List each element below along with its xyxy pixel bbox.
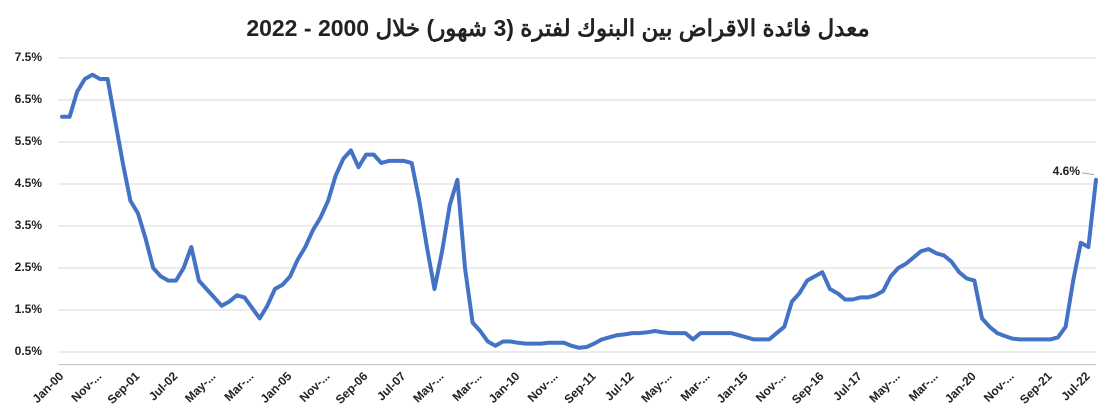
y-tick-label: 2.5% bbox=[15, 260, 43, 274]
y-tick-label: 7.5% bbox=[15, 50, 43, 64]
label-leader bbox=[1081, 172, 1095, 176]
y-tick-label: 5.5% bbox=[15, 134, 43, 148]
chart-title: معدل فائدة الاقراض بين البنوك لفترة (3 ش… bbox=[246, 15, 869, 43]
y-tick-label: 4.5% bbox=[15, 176, 43, 190]
y-tick-label: 6.5% bbox=[15, 92, 43, 106]
line-series bbox=[60, 72, 1098, 350]
y-tick-label: 0.5% bbox=[15, 344, 43, 358]
y-tick-label: 3.5% bbox=[15, 218, 43, 232]
y-tick-label: 1.5% bbox=[15, 302, 43, 316]
data-label: 4.6% bbox=[1053, 164, 1081, 178]
